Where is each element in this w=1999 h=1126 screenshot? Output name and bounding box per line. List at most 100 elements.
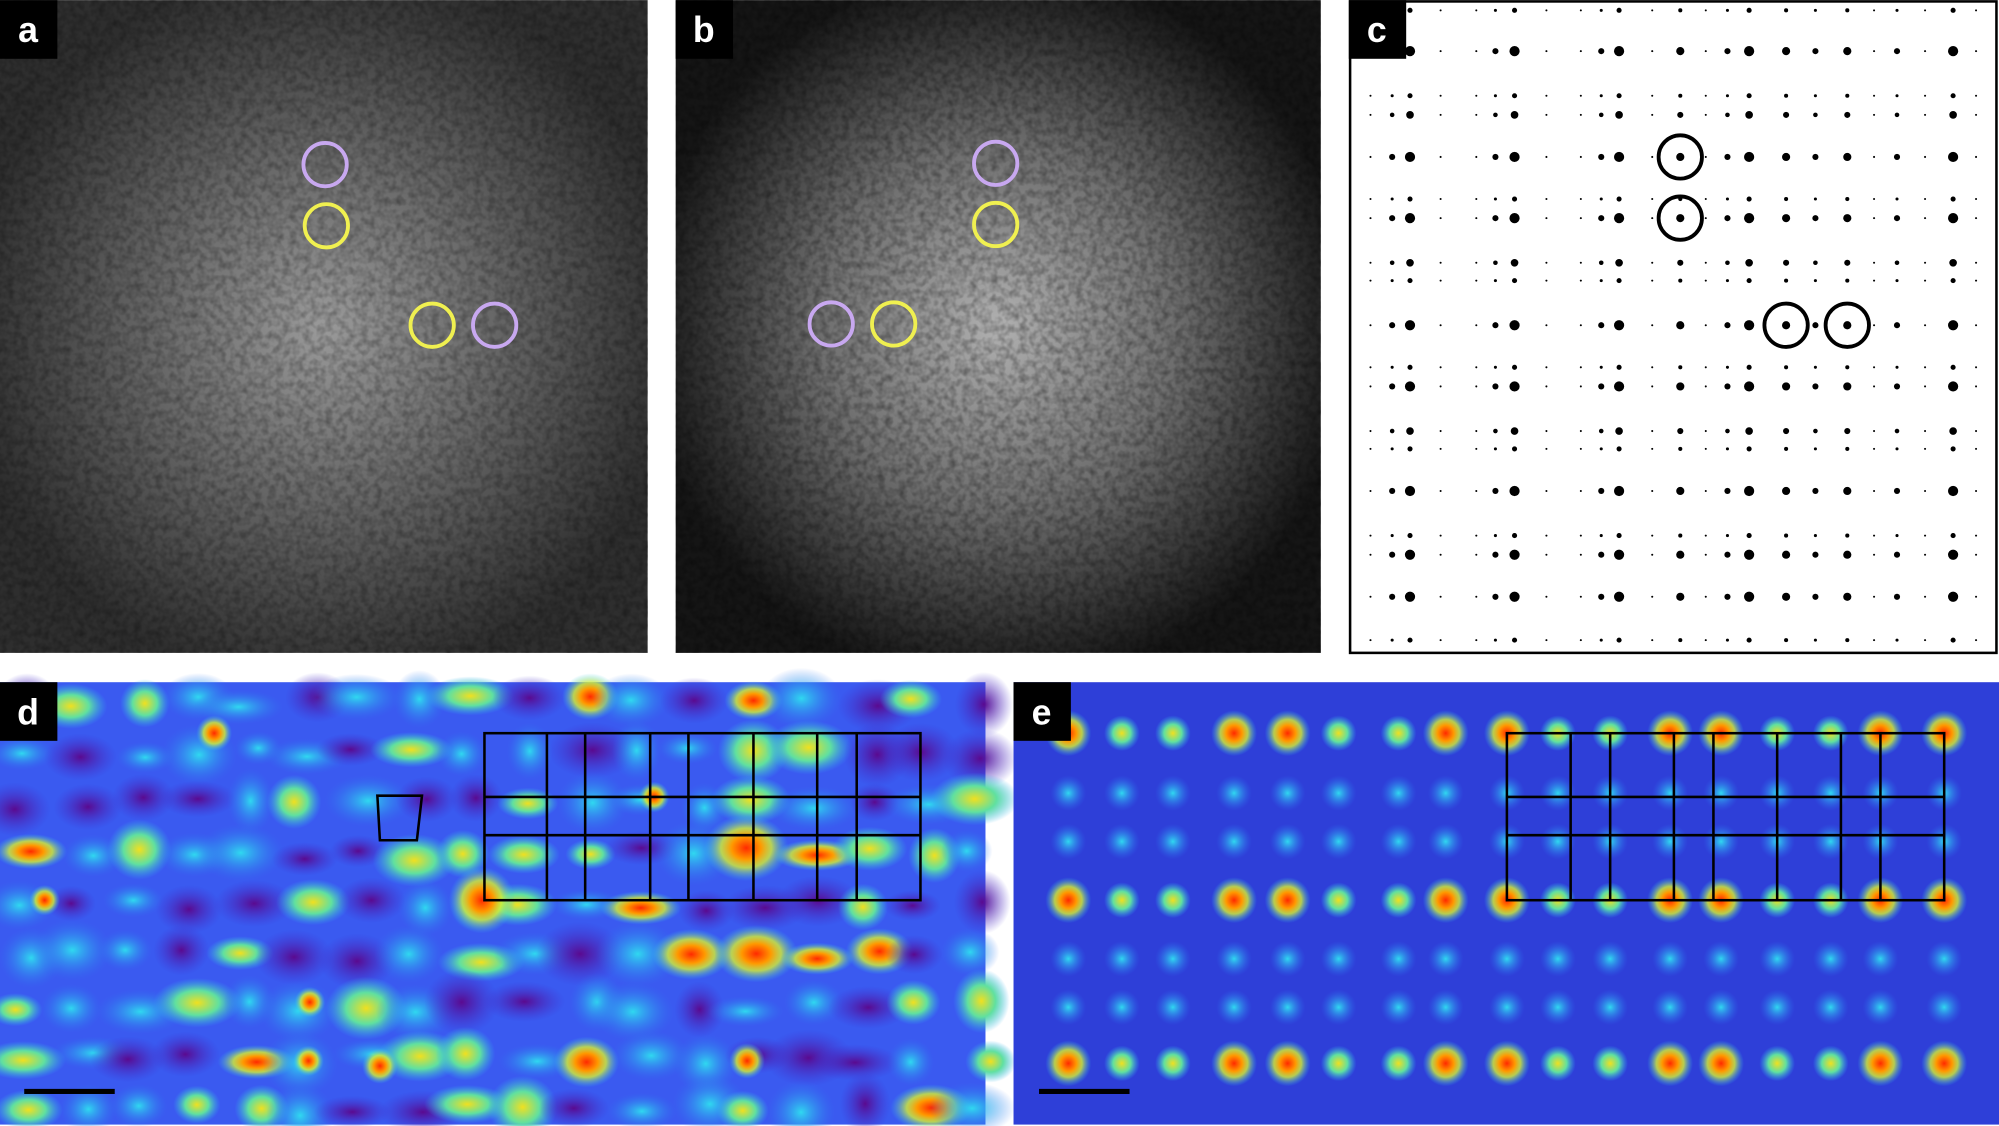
blob — [59, 1084, 117, 1126]
blob — [1489, 940, 1525, 977]
blob — [595, 921, 680, 987]
dot — [1369, 489, 1372, 492]
dot — [1950, 278, 1956, 284]
blob — [1320, 882, 1357, 919]
dot — [1678, 365, 1683, 370]
blob — [1050, 775, 1087, 811]
blob — [310, 673, 403, 721]
dot — [1475, 217, 1478, 220]
dot — [1651, 385, 1654, 388]
blob — [1422, 877, 1469, 924]
dot — [1545, 94, 1548, 97]
dot — [1676, 214, 1685, 223]
blob — [227, 768, 275, 834]
dot — [1725, 534, 1729, 538]
dot — [1783, 427, 1790, 435]
blob — [497, 787, 559, 820]
dot — [1616, 364, 1622, 370]
dot — [1579, 198, 1582, 201]
dot — [1746, 7, 1752, 13]
dot — [1924, 50, 1927, 53]
blob — [1759, 940, 1796, 977]
blob — [254, 929, 334, 985]
dot — [1725, 8, 1729, 12]
dot — [1678, 8, 1683, 13]
dot — [1783, 111, 1790, 118]
dot — [1744, 151, 1755, 163]
blob — [1216, 823, 1252, 860]
dot — [1579, 113, 1582, 116]
dot — [1545, 50, 1548, 53]
dot — [1615, 111, 1623, 119]
dot — [1439, 94, 1442, 97]
dot — [1651, 324, 1654, 327]
dot — [1724, 383, 1731, 390]
circle — [302, 202, 350, 250]
blob — [1427, 823, 1464, 860]
dot — [1975, 324, 1978, 327]
panel-label: c — [1367, 10, 1387, 50]
dot — [1724, 153, 1731, 161]
dot — [1492, 215, 1499, 222]
dot — [1545, 385, 1548, 388]
dot — [1745, 111, 1753, 119]
blob — [506, 722, 553, 781]
dot — [1545, 639, 1548, 642]
dot — [1579, 217, 1582, 220]
blob — [1647, 1040, 1694, 1087]
blob — [652, 929, 731, 980]
dot — [1744, 46, 1755, 57]
blob — [1216, 940, 1252, 977]
blob — [111, 773, 175, 822]
dot — [1579, 385, 1582, 388]
dot — [1813, 447, 1817, 451]
grid-e — [1505, 731, 1946, 902]
blob — [435, 1026, 496, 1081]
dot — [1813, 8, 1817, 12]
blob — [556, 771, 629, 835]
dot — [1975, 366, 1978, 369]
blob — [1862, 940, 1899, 977]
dot — [1492, 593, 1499, 600]
blob — [1211, 1040, 1258, 1087]
diffraction-dots — [1369, 7, 1978, 643]
blob — [424, 969, 500, 1035]
blob — [1269, 775, 1306, 811]
dot — [1599, 447, 1603, 451]
dot — [1510, 427, 1519, 435]
markers-a — [301, 141, 519, 349]
dot — [1493, 279, 1497, 283]
dot — [1509, 381, 1520, 392]
blob — [1759, 989, 1796, 1026]
dot — [1924, 385, 1927, 388]
dot — [1579, 324, 1582, 327]
markers-c — [1656, 133, 1871, 349]
dot — [1704, 489, 1707, 492]
dot — [1873, 366, 1876, 369]
dot — [1782, 486, 1791, 496]
dot — [1844, 111, 1851, 118]
dot — [1599, 365, 1603, 369]
dot — [1924, 447, 1927, 450]
dot — [1895, 8, 1899, 12]
dot — [1812, 551, 1819, 558]
dot — [1745, 427, 1753, 435]
blob — [1380, 882, 1417, 919]
dot — [1975, 113, 1978, 116]
dot — [1389, 428, 1395, 434]
dot — [1390, 197, 1394, 201]
dot — [1924, 198, 1927, 201]
dot — [1509, 46, 1520, 57]
dot — [1545, 534, 1548, 537]
blob — [1104, 882, 1140, 919]
dot — [1704, 639, 1707, 642]
circle — [1762, 301, 1810, 349]
blob — [32, 919, 113, 981]
dot — [1894, 428, 1900, 434]
dot — [1950, 364, 1956, 370]
blob — [102, 883, 164, 918]
blob — [607, 1092, 677, 1126]
dot — [1439, 447, 1442, 450]
dot — [1390, 447, 1394, 451]
